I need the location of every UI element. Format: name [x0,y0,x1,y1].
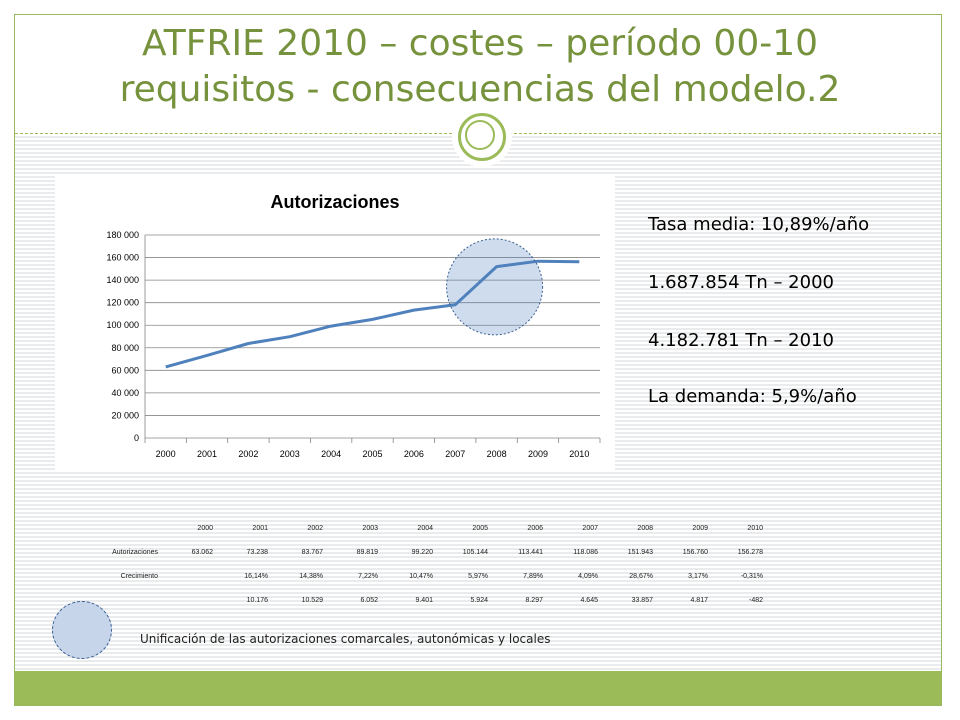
y-tick-label: 60 000 [111,365,139,375]
table-cell: 14,38% [299,572,323,580]
table-cell [158,588,213,612]
table-cell: 63.062 [191,548,213,556]
table-cell: 10.529 [301,596,323,604]
highlight-circle [446,238,544,336]
x-tick-label: 2002 [238,449,258,459]
table-cell: -482 [748,596,763,604]
table-cell: 113.441 [518,548,543,556]
table-row: 10.176 10.529 6.052 9.401 5.924 8.297 4.… [90,588,763,612]
table-row-label: Crecimiento [120,572,158,580]
x-tick-label: 2007 [445,449,465,459]
y-tick-label: 160 000 [106,253,139,263]
table-cell: 4.645 [580,596,598,604]
legend-note: Unificación de las autorizaciones comarc… [140,632,551,646]
stat-tn-2010: 4.182.781 Tn – 2010 [648,330,834,351]
table-row: Autorizaciones 63.062 73.238 83.767 89.8… [90,540,763,564]
ring-outer [458,113,506,161]
table-header-cell: 2002 [307,524,323,532]
table-header-cell: 2006 [527,524,543,532]
table-cell: 5.924 [470,596,488,604]
chart-title: Autorizaciones [270,192,400,212]
y-tick-label: 100 000 [106,320,139,330]
y-tick-label: 80 000 [111,343,139,353]
table-cell: 8.297 [525,596,543,604]
ring-inner [465,120,495,150]
table-header-cell: 2000 [197,524,213,532]
table-header-cell: 2003 [362,524,378,532]
y-tick-label: 140 000 [106,275,139,285]
table-cell: 10.176 [246,596,268,604]
footer-bar [15,671,941,705]
stat-tasa-media: Tasa media: 10,89%/año [648,214,870,235]
table-cell: 5,97% [468,572,488,580]
y-tick-label: 120 000 [106,298,139,308]
table-cell: 118.086 [573,548,598,556]
x-tick-label: 2008 [487,449,507,459]
table-row: Crecimiento 16,14% 14,38% 7,22% 10,47% 5… [90,564,763,588]
slide-title-line1: ATFRIE 2010 – costes – período 00-10 [141,23,819,64]
y-tick-label: 20 000 [111,410,139,420]
decorative-ring-icon [452,107,512,167]
table-cell: 89.819 [356,548,378,556]
table-cell: 10,47% [409,572,433,580]
y-tick-label: 40 000 [111,388,139,398]
table-cell [158,564,213,588]
table-cell: 9.401 [415,596,433,604]
table-header-cell: 2010 [747,524,763,532]
table-cell: 16,14% [244,572,268,580]
slide-title-line2: requisitos - consecuencias del modelo.2 [119,69,841,110]
table-header-cell: 2004 [417,524,433,532]
x-tick-label: 2000 [156,449,176,459]
table-cell: 83.767 [301,548,323,556]
y-tick-label: 0 [134,433,139,443]
table-header-cell: 2001 [252,524,268,532]
x-tick-label: 2003 [280,449,300,459]
table-row-label: Autorizaciones [112,548,158,556]
table-header-row: 2000 2001 2002 2003 2004 2005 2006 2007 … [90,516,763,540]
table-cell: 4.817 [690,596,708,604]
table-cell: 156.278 [737,548,763,556]
x-tick-label: 2001 [197,449,217,459]
table-cell: 28,67% [629,572,653,580]
table-cell: 99.220 [411,548,433,556]
stat-demanda: La demanda: 5,9%/año [648,386,857,407]
chart-panel: Autorizaciones 0 20 000 40 000 60 000 80 000… [55,175,615,470]
slide-frame [14,14,942,706]
table-cell: 105.144 [462,548,488,556]
table-cell: 6.052 [360,596,378,604]
table-header-cell: 2005 [472,524,488,532]
table-corner [90,516,158,540]
table-cell: 7,89% [523,572,543,580]
table-header-cell: 2009 [692,524,708,532]
table-cell: 156.760 [682,548,708,556]
table-cell: 4,09% [578,572,598,580]
table-header-cell: 2007 [582,524,598,532]
x-tick-label: 2006 [404,449,424,459]
x-tick-label: 2005 [362,449,382,459]
table-cell: 73.238 [246,548,268,556]
stat-tn-2000: 1.687.854 Tn – 2000 [648,272,834,293]
legend-circle-icon [52,601,112,659]
x-tick-label: 2009 [528,449,548,459]
x-tick-label: 2004 [321,449,341,459]
table-cell: 151.943 [627,548,653,556]
x-tick-label: 2010 [569,449,589,459]
data-table: 2000 2001 2002 2003 2004 2005 2006 2007 … [90,516,763,612]
table-cell: 7,22% [358,572,378,580]
line-chart: 0 20 000 40 000 60 000 80 000 100 000 120 000 1… [106,230,601,459]
table-header-cell: 2008 [637,524,653,532]
y-tick-label: 180 000 [106,230,139,240]
table-cell: 3,17% [688,572,708,580]
table-cell: 33.857 [631,596,653,604]
table-cell: -0,31% [740,572,763,580]
